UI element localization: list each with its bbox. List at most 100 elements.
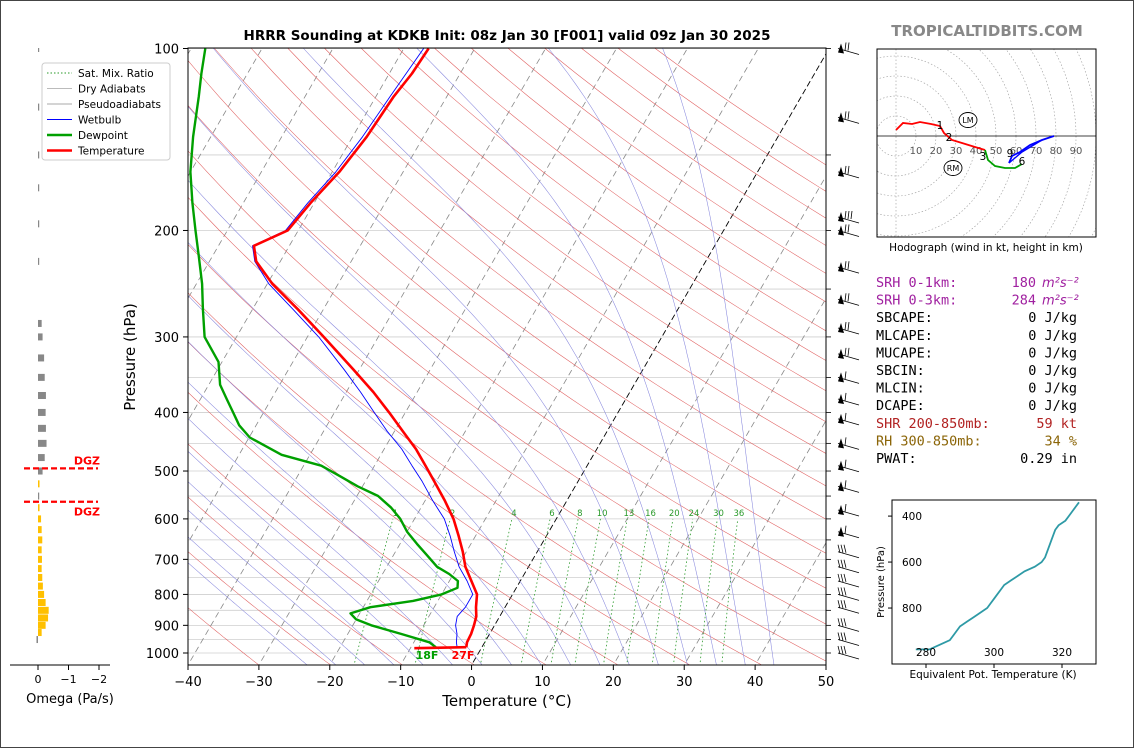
stat-row: MLCAPE: 0 J/kg: [876, 328, 1077, 344]
barb-feather: [837, 632, 841, 641]
stat-value: 34 %: [1044, 433, 1077, 449]
theta-e-y-tick-label: 600: [902, 557, 922, 569]
legend-label-dewpoint: Dewpoint: [78, 130, 128, 142]
barb-feather: [837, 587, 841, 596]
barb-feather: [843, 632, 847, 641]
hodograph-ring-label: 30: [950, 146, 963, 157]
dry-adiabat-line: [188, 150, 826, 625]
stat-label: SRH 0-3km:: [876, 293, 957, 309]
legend-label-mix: Sat. Mix. Ratio: [78, 68, 154, 80]
dewpoint-series-line: [189, 48, 460, 649]
stat-row: SRH 0-1km: 180 m²s⁻²: [876, 275, 1079, 291]
hodograph-marker-label: RM: [947, 164, 960, 173]
barb-feather: [840, 618, 844, 627]
y-tick-label: 200: [154, 224, 179, 239]
mix-ratio-label: 8: [577, 509, 582, 519]
omega-bar: [38, 354, 45, 362]
stat-value: 59 kt: [1036, 416, 1077, 432]
omega-bar: [38, 454, 45, 462]
pseudo-adiabat-line: [188, 536, 337, 665]
wind-barb: [837, 600, 860, 614]
barb-flag: [838, 393, 844, 404]
stat-value: 284: [1012, 293, 1036, 309]
dry-adiabat-line: [188, 391, 547, 665]
legend-label-pseudo: Pseudoadiabats: [78, 99, 161, 111]
y-tick-label: 500: [154, 465, 179, 480]
barb-feather: [837, 559, 841, 568]
barb-flag: [838, 413, 844, 424]
omega-bar: [38, 103, 40, 111]
dry-adiabat-line: [287, 48, 826, 454]
stat-unit: m²s⁻²: [1042, 276, 1079, 291]
isotherm-line: [683, 419, 826, 665]
barb-feather: [840, 573, 844, 583]
mix-ratio-label: 30: [713, 509, 724, 519]
chart-title: HRRR Sounding at KDKB Init: 08z Jan 30 […: [244, 28, 771, 44]
barb-feather: [840, 544, 844, 553]
theta-e-xlabel: Equivalent Pot. Temperature (K): [909, 669, 1076, 681]
stat-label: SHR 200-850mb:: [876, 416, 990, 432]
stat-label: SRH 0-1km:: [876, 275, 957, 291]
mix-ratio-label: 4: [511, 509, 516, 519]
barb-feather: [847, 165, 850, 174]
omega-bar: [38, 598, 46, 606]
pseudo-adiabat-line: [188, 418, 454, 665]
theta-e-x-tick-label: 300: [984, 647, 1004, 659]
legend-label-dry: Dry Adiabats: [78, 84, 146, 96]
x-tick-label: 10: [534, 675, 551, 690]
barb-flag: [838, 166, 844, 177]
mix-ratio-line: [651, 518, 674, 665]
stat-value: 0 J/kg: [1028, 363, 1077, 379]
barb-feather: [847, 111, 850, 120]
dry-adiabat-line: [188, 443, 475, 665]
skewt-xlabel: Temperature (°C): [441, 692, 571, 710]
barb-flag: [838, 372, 844, 383]
pseudo-adiabat-line: [188, 241, 571, 665]
stat-label: MLCAPE:: [876, 328, 933, 344]
pseudo-adiabat-line: [188, 562, 308, 665]
stat-label: MUCAPE:: [876, 345, 933, 361]
omega-bar: [38, 555, 42, 563]
legend: Sat. Mix. Ratio Dry Adiabats Pseudoadiabat…: [41, 62, 171, 161]
wind-barb: [837, 544, 860, 559]
y-tick-label: 600: [154, 513, 179, 528]
wetbulb-series-line: [252, 48, 474, 648]
wind-barb: [837, 587, 860, 601]
skewt-axes-frame: [187, 47, 827, 666]
stat-label: SBCIN:: [876, 363, 925, 379]
pseudo-adiabat-line: [188, 179, 601, 665]
stat-value: 0 J/kg: [1028, 398, 1077, 414]
omega-bar: [38, 621, 46, 629]
pseudo-adiabat-line: [188, 295, 542, 665]
isotherm-line: [329, 48, 689, 665]
hodograph-ring-label: 40: [970, 146, 983, 157]
barb-feather: [844, 503, 847, 513]
mix-ratio-label: 10: [597, 509, 608, 519]
y-tick-label: 100: [154, 43, 179, 58]
stat-row: MUCAPE: 0 J/kg: [876, 345, 1077, 361]
omega-bar: [38, 184, 40, 192]
stat-label: RH 300-850mb:: [876, 433, 982, 449]
mix-ratio-line: [574, 518, 601, 665]
omega-bar: [38, 408, 46, 416]
hodograph-trace-3-6km: [984, 149, 1023, 169]
barb-feather: [837, 544, 841, 553]
theta-e-ylabel: Pressure (hPa): [876, 546, 887, 618]
skewt-panel: 1 2 4 6 8 10 13 16 20 24 30 36 −40 −30 −20 −10 0 10 20 30 4…: [121, 43, 834, 711]
barb-feather: [843, 559, 847, 568]
omega-bar: [38, 439, 47, 447]
barb-feather: [844, 371, 847, 380]
dry-adiabat-line: [188, 341, 619, 665]
dry-adiabat-line: [323, 48, 826, 423]
dry-adiabat-line: [188, 496, 404, 665]
isotherm-line: [188, 48, 405, 422]
theta-e-x-tick-label: 320: [1052, 647, 1072, 659]
barb-feather: [843, 573, 847, 583]
barb-feather: [837, 645, 841, 655]
dgz-label: DGZ: [74, 506, 100, 519]
omega-bar: [38, 582, 43, 590]
barb-flag: [838, 481, 844, 492]
barb-feather: [850, 210, 853, 220]
isotherm-line: [541, 175, 826, 665]
